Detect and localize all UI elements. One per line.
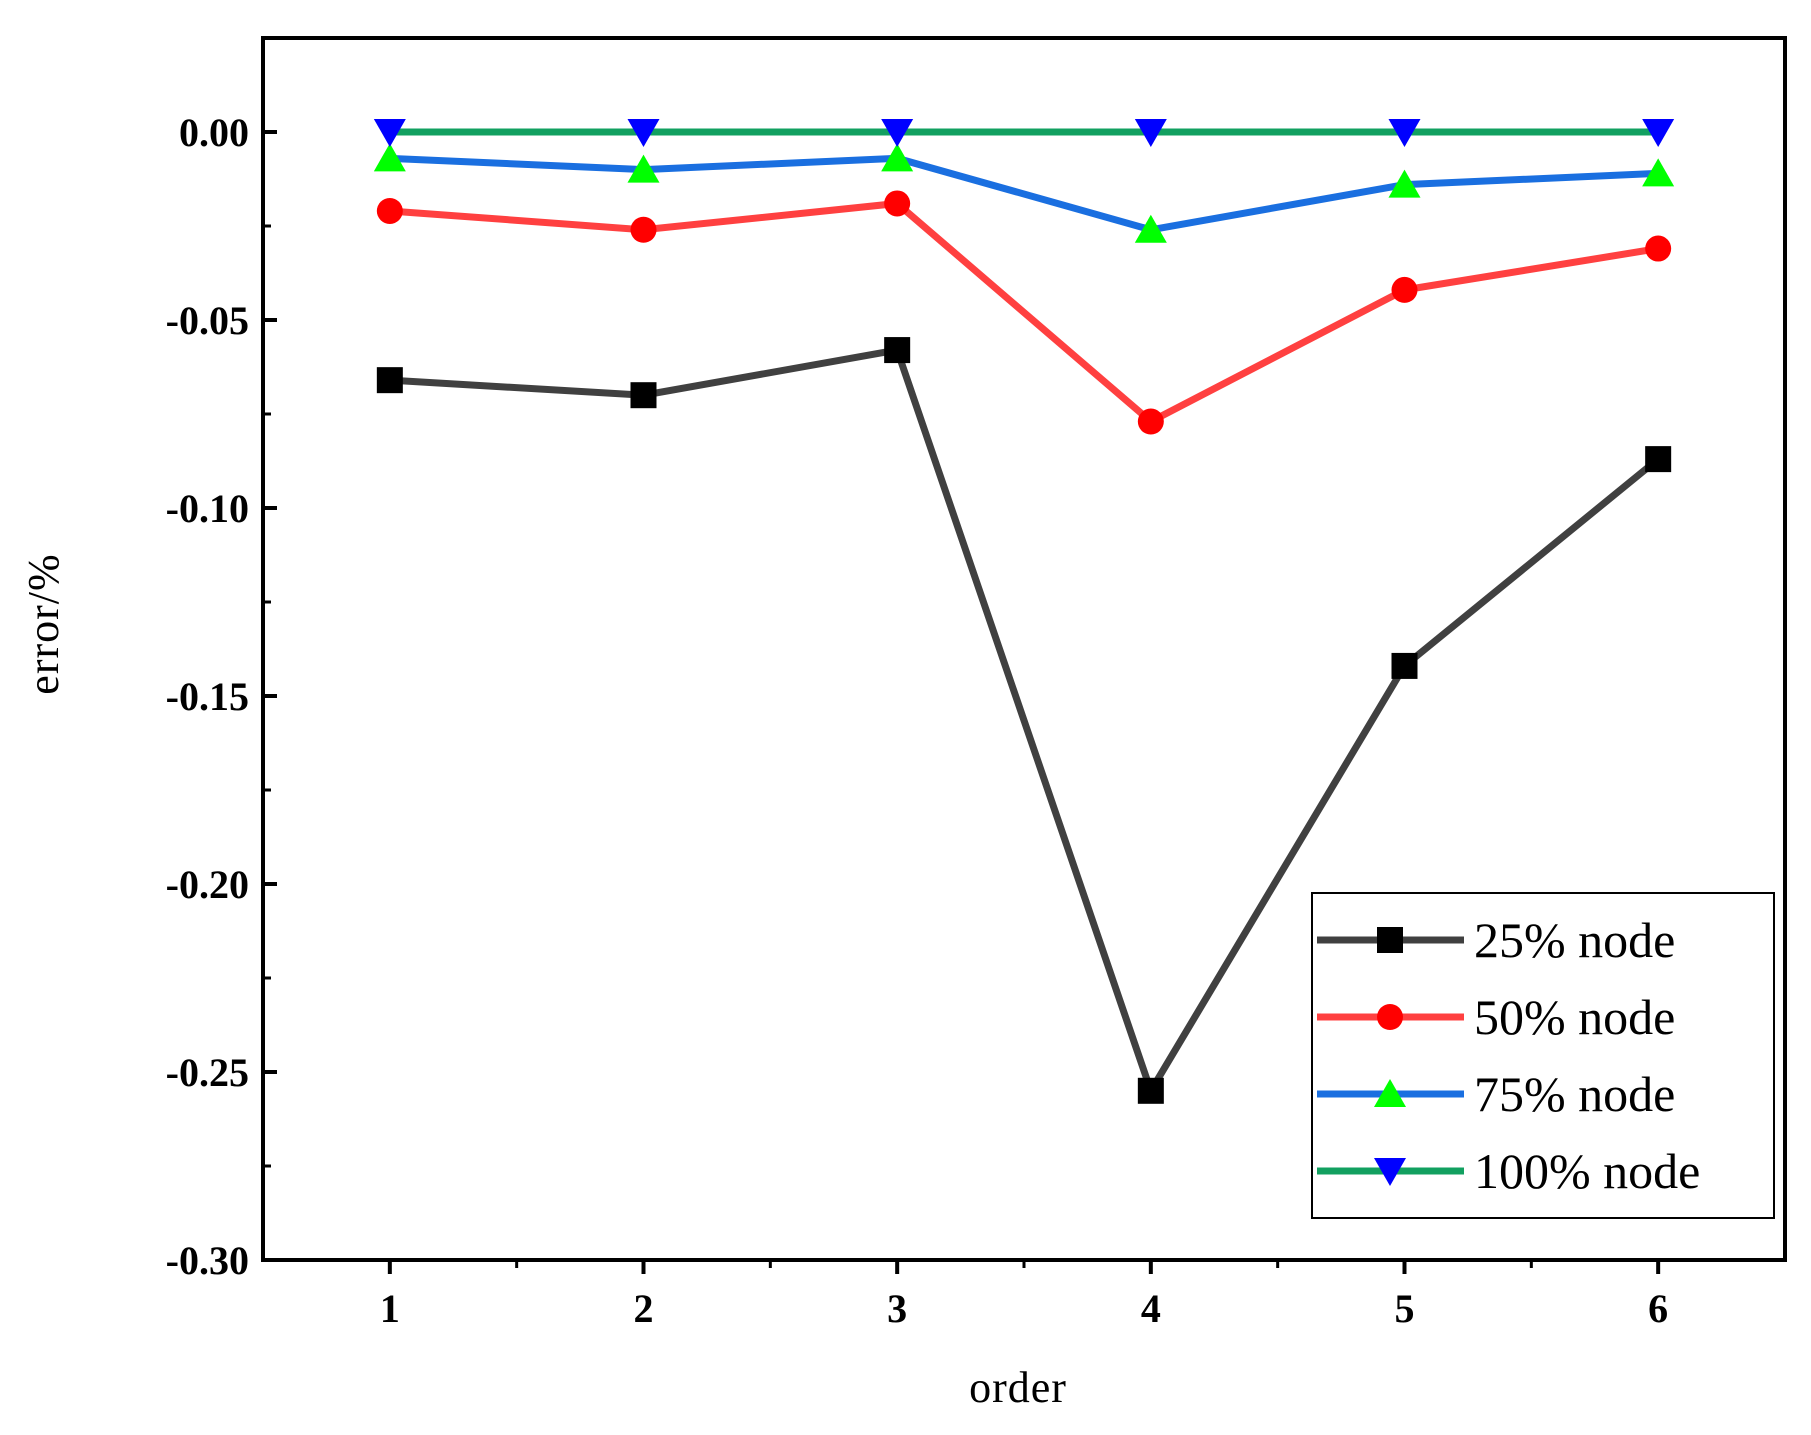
series-line xyxy=(389,199,1659,426)
series-1-markers xyxy=(376,337,1672,1104)
data-point xyxy=(1134,214,1167,243)
series-line xyxy=(389,154,1659,234)
legend-label: 25% node xyxy=(1474,912,1675,968)
data-point xyxy=(881,143,914,172)
data-point xyxy=(1388,119,1421,147)
data-point xyxy=(881,119,914,147)
y-tick-label: -0.25 xyxy=(166,1050,249,1095)
legend-label: 100% node xyxy=(1474,1143,1700,1199)
data-point xyxy=(1137,1077,1164,1104)
legend-swatch-marker xyxy=(1377,1004,1403,1030)
y-tick-label: -0.20 xyxy=(166,862,249,907)
y-tick-label: -0.15 xyxy=(166,674,249,719)
legend-swatch-marker xyxy=(1377,927,1403,953)
series-3 xyxy=(389,154,1659,234)
data-point xyxy=(627,119,660,147)
data-point xyxy=(884,337,911,364)
series-2 xyxy=(389,199,1659,426)
data-point xyxy=(1388,169,1421,198)
x-tick-label: 1 xyxy=(380,1286,400,1331)
y-tick-label: 0.00 xyxy=(179,110,249,155)
x-tick-label: 3 xyxy=(887,1286,907,1331)
legend: 25% node 50% node 75% node 100% node xyxy=(1311,892,1775,1219)
x-tick-label: 4 xyxy=(1141,1286,1161,1331)
series-3-markers xyxy=(373,143,1675,243)
series-4-markers xyxy=(373,119,1675,147)
legend-label: 75% node xyxy=(1474,1066,1675,1122)
y-axis-title: error/% xyxy=(19,553,68,694)
data-point xyxy=(1137,408,1164,435)
x-axis-title: order xyxy=(969,1363,1067,1412)
data-point xyxy=(373,119,406,147)
x-tick-label: 5 xyxy=(1395,1286,1415,1331)
legend-swatch-marker xyxy=(1374,1079,1406,1107)
plot-axes: 0.00 -0.05 -0.10 -0.15 -0.20 -0.25 -0.30 1 2 3 4 5 6 xyxy=(166,36,1787,1331)
series-2-markers xyxy=(376,190,1672,435)
x-tick-label: 6 xyxy=(1648,1286,1668,1331)
data-point xyxy=(1134,119,1167,147)
legend-swatch-marker xyxy=(1374,1158,1406,1186)
data-point xyxy=(373,143,406,172)
data-point xyxy=(627,154,660,183)
data-point xyxy=(1645,235,1672,262)
data-point xyxy=(630,382,657,409)
y-tick-label: -0.30 xyxy=(166,1238,249,1283)
data-point xyxy=(884,190,911,217)
y-tick-label: -0.10 xyxy=(166,486,249,531)
x-tick-label: 2 xyxy=(634,1286,654,1331)
y-tick-label: -0.05 xyxy=(166,298,249,343)
data-point xyxy=(1645,446,1672,473)
data-point xyxy=(1391,276,1418,303)
series-line xyxy=(389,346,1661,1100)
series-layer xyxy=(373,119,1675,1104)
data-point xyxy=(376,367,403,394)
data-point xyxy=(1642,119,1675,147)
data-point xyxy=(1391,652,1418,679)
series-1 xyxy=(389,346,1661,1100)
data-point xyxy=(376,197,403,224)
legend-label: 50% node xyxy=(1474,989,1675,1045)
data-point xyxy=(1642,158,1675,187)
data-point xyxy=(630,216,657,243)
